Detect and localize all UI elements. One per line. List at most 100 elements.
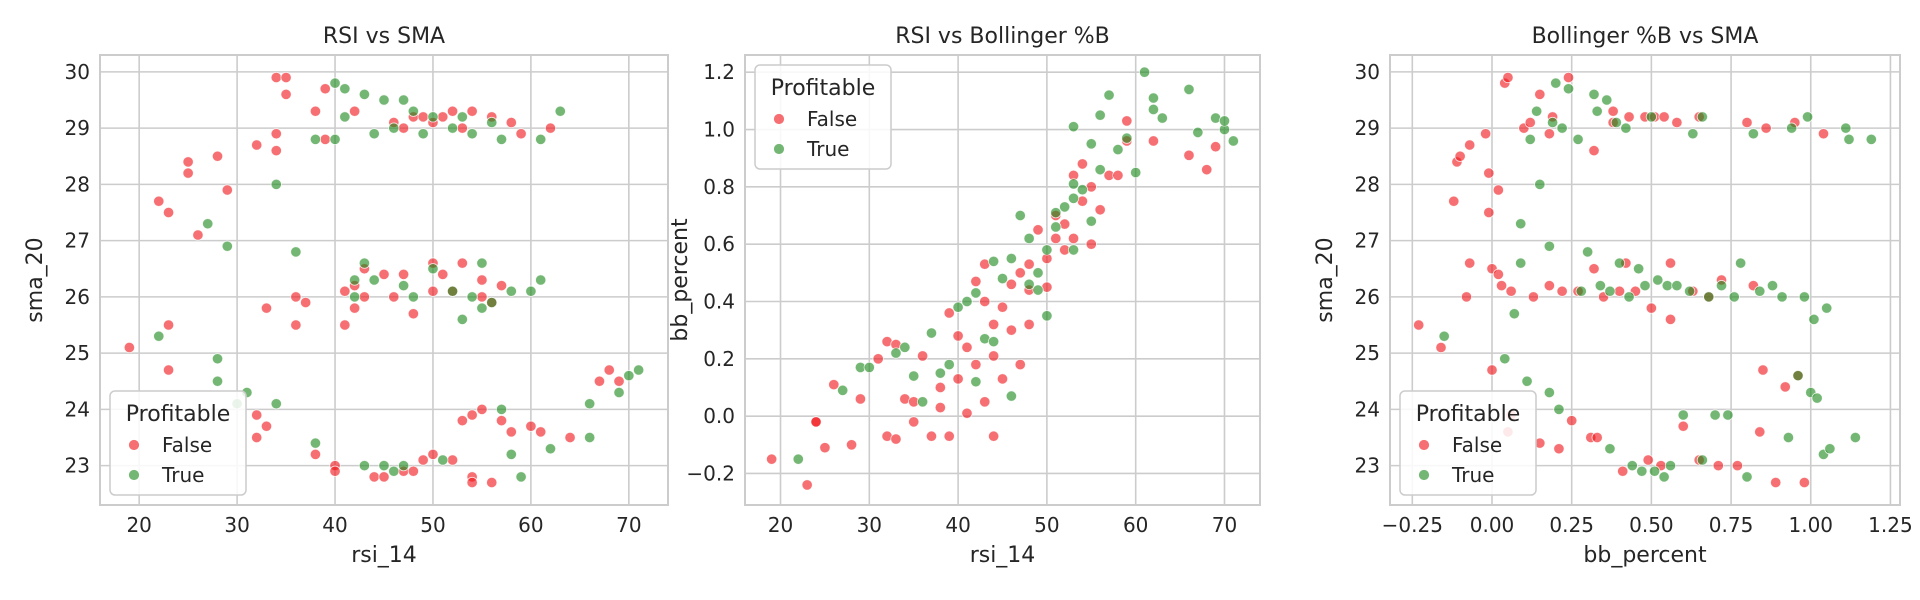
chart-1-point-false <box>988 430 1000 442</box>
chart-1-point-false <box>1023 258 1035 270</box>
chart-2-point-true <box>1588 88 1600 100</box>
chart-0-point-true <box>476 302 488 314</box>
chart-1-point-false <box>908 416 920 428</box>
chart-1-point-true <box>1085 138 1097 150</box>
chart-0-point-true <box>270 398 282 410</box>
chart-1-point-false <box>845 439 858 451</box>
chart-2-point-false <box>1623 111 1635 123</box>
chart-1-x-tick-label: 20 <box>768 513 793 537</box>
chart-2-point-true <box>1648 465 1661 477</box>
chart-2-point-true <box>1613 257 1626 269</box>
chart-0-point-true <box>358 257 371 269</box>
chart-0-point-true <box>397 280 410 292</box>
chart-0-point-true <box>417 128 429 140</box>
chart-0-legend-marker-true <box>128 469 140 481</box>
chart-0-point-false <box>397 122 410 134</box>
chart-1-point-true <box>1112 143 1124 156</box>
chart-2-point-false <box>1645 302 1657 314</box>
chart-2-y-tick-label: 29 <box>1355 116 1380 140</box>
chart-1-point-true <box>943 358 955 371</box>
chart-0-point-true <box>535 133 547 145</box>
chart-1-point-true <box>1014 209 1026 222</box>
chart-0-point-false <box>378 471 390 483</box>
chart-0-point-false <box>162 206 175 219</box>
chart-0-point-true <box>544 443 557 455</box>
chart-0-point-false <box>486 476 498 489</box>
chart-2-point-false <box>1492 184 1504 196</box>
chart-0-point-false <box>290 319 302 331</box>
chart-0-x-tick-label: 20 <box>126 513 151 537</box>
chart-0-point-true <box>290 246 302 258</box>
chart-1-point-true <box>1050 207 1062 219</box>
chart-0-point-false <box>162 364 175 376</box>
chart-0-y-tick-label: 24 <box>65 397 90 421</box>
chart-2-point-true <box>1808 313 1820 325</box>
chart-2-point-true <box>1824 443 1836 455</box>
chart-0-point-false <box>251 409 263 421</box>
chart-0-point-false <box>270 128 282 140</box>
chart-0-legend-label-true: True <box>161 463 204 487</box>
chart-2-point-true <box>1438 330 1450 342</box>
chart-2-point-false <box>1566 415 1578 427</box>
chart-0-point-true <box>486 116 498 129</box>
chart-2-point-true <box>1524 133 1536 145</box>
chart-0-point-false <box>319 133 331 145</box>
chart-0-point-false <box>280 88 292 100</box>
chart-0-point-false <box>515 128 527 140</box>
chart-2-point-false <box>1435 341 1447 354</box>
chart-1-point-false <box>1210 141 1222 153</box>
chart-0-x-tick-label: 40 <box>322 513 347 537</box>
chart-0-legend-box <box>109 390 247 496</box>
chart-1-point-true <box>934 367 946 379</box>
chart-2-y-tick-label: 25 <box>1355 341 1380 365</box>
chart-0-point-false <box>564 431 576 444</box>
chart-0-point-true <box>153 330 165 342</box>
chart-1-y-tick-label: 0.6 <box>703 232 735 256</box>
chart-2-x-tick-label: −0.25 <box>1382 513 1443 537</box>
chart-1-x-tick-label: 50 <box>1034 513 1059 537</box>
chart-2-point-false <box>1556 285 1568 297</box>
chart-1-point-false <box>934 401 946 414</box>
chart-1-point-false <box>1005 278 1017 290</box>
chart-0-point-false <box>476 274 488 286</box>
chart-1-point-false <box>996 301 1009 313</box>
chart-1-legend-box <box>754 64 892 170</box>
chart-0-y-tick-label: 28 <box>65 172 90 196</box>
chart-2-x-tick-label: 0.25 <box>1549 513 1594 537</box>
chart-2-point-false <box>1588 145 1600 157</box>
chart-1-point-false <box>979 295 991 308</box>
chart-1-point-false <box>1014 358 1026 371</box>
chart-0-frame <box>99 54 669 506</box>
chart-0-point-true <box>613 386 625 399</box>
chart-1-legend-marker-true <box>773 143 785 155</box>
chart-2-point-false <box>1543 128 1555 140</box>
chart-0-point-true <box>466 128 478 140</box>
chart-0-point-false <box>495 415 508 427</box>
chart-2-point-true <box>1515 218 1527 230</box>
chart-0-point-true <box>446 285 459 297</box>
chart-0-point-true <box>437 454 449 466</box>
chart-2-point-true <box>1741 471 1753 483</box>
chart-0-point-false <box>221 184 233 196</box>
chart-1-x-axis-label: rsi_14 <box>970 543 1036 568</box>
chart-0-x-axis-label: rsi_14 <box>351 543 417 568</box>
chart-0-point-false <box>476 291 488 303</box>
chart-2-point-false <box>1591 431 1603 444</box>
chart-1-point-true <box>1085 215 1097 227</box>
chart-2-x-axis-label: bb_percent <box>1583 543 1707 568</box>
chart-0-point-false <box>368 471 380 483</box>
chart-1-point-true <box>1032 284 1044 296</box>
chart-2-point-false <box>1464 257 1476 269</box>
chart-2-point-false <box>1480 128 1492 140</box>
chart-1-point-false <box>1121 115 1133 127</box>
chart-0-legend-title: Profitable <box>126 402 230 427</box>
chart-2-legend-marker-false <box>1418 439 1430 451</box>
chart-1-point-false <box>1201 164 1213 176</box>
chart-0-point-true <box>525 285 537 297</box>
chart-1-x-tick-label: 70 <box>1212 513 1237 537</box>
chart-0-point-true <box>397 460 410 472</box>
chart-0-x-tick-label: 70 <box>616 513 641 537</box>
chart-1-point-false <box>810 416 822 428</box>
chart-1-x-tick-label: 60 <box>1123 513 1148 537</box>
chart-0-point-true <box>339 83 351 95</box>
